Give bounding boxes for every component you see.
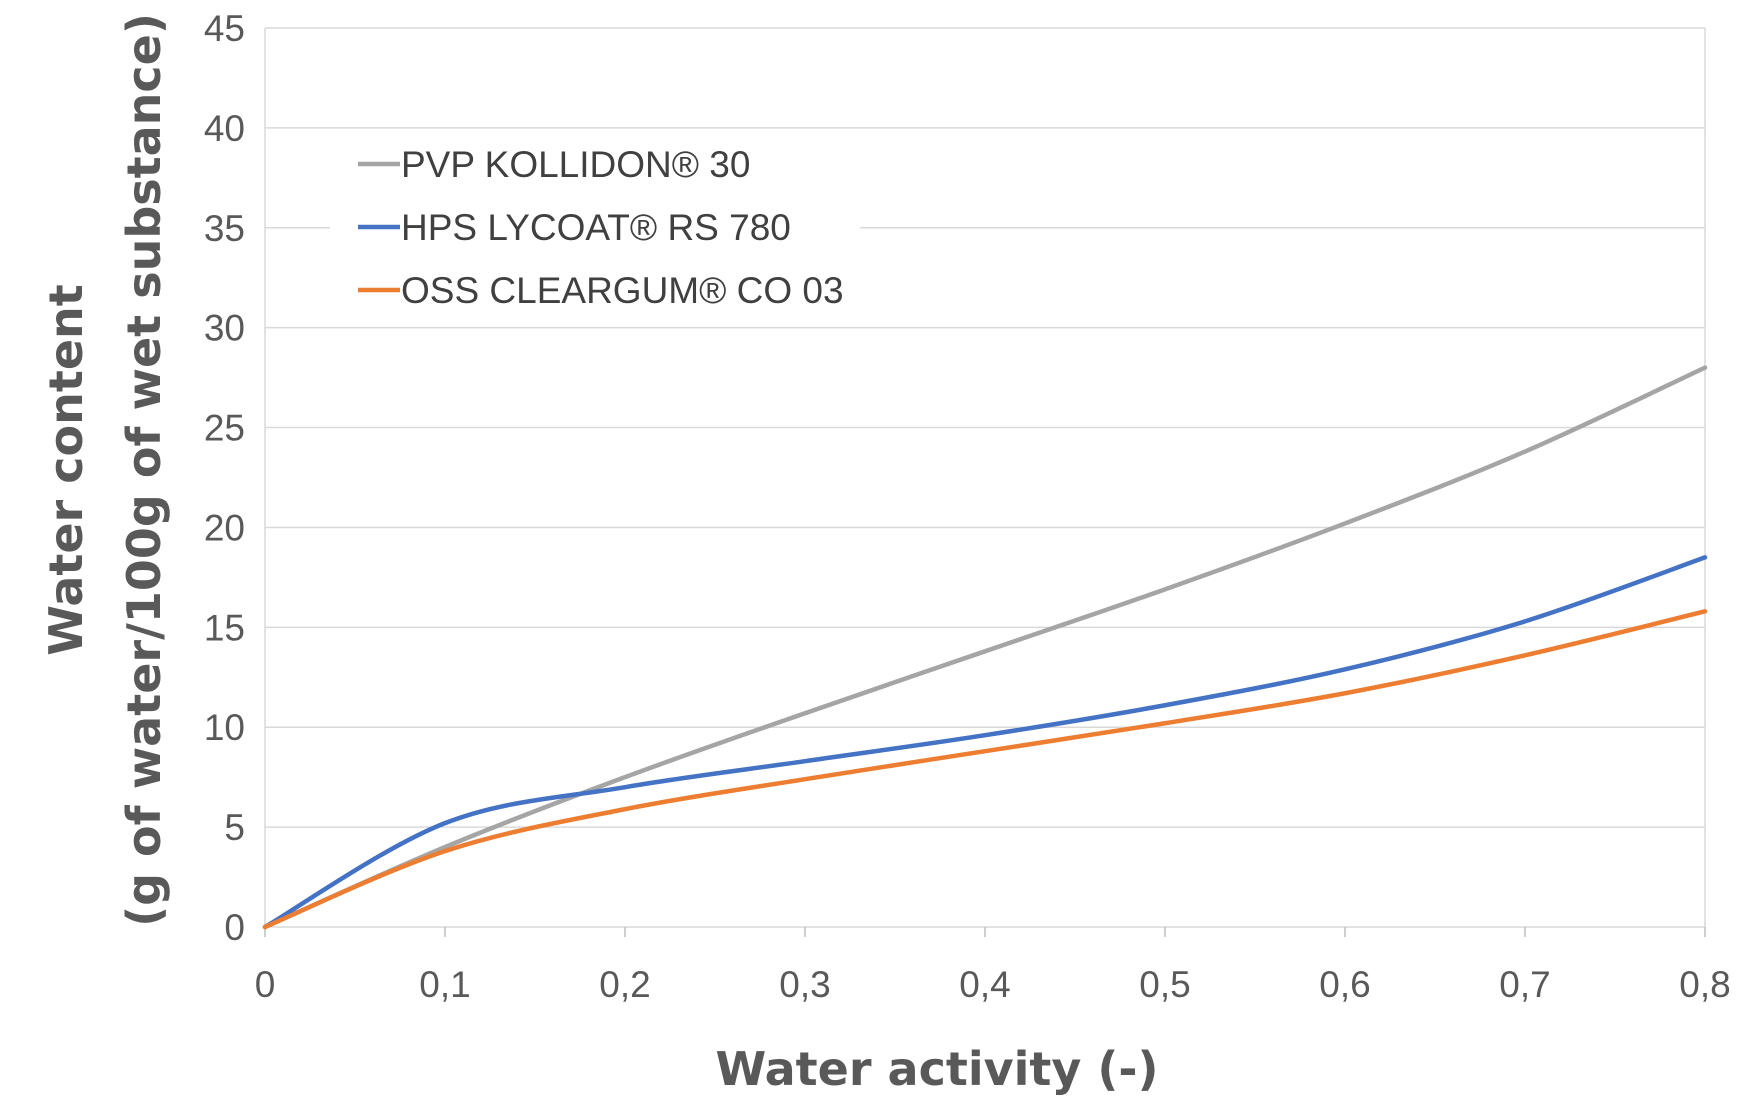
y-tick-label: 45 [204,8,245,49]
legend-label-oss: OSS CLEARGUM® CO 03 [401,270,844,311]
y-tick-label: 40 [204,108,245,149]
legend-label-hps: HPS LYCOAT® RS 780 [401,207,791,248]
grid-layer [264,27,1706,928]
legend-background [330,130,860,320]
series-line-pvp [262,365,1708,930]
y-tick-label: 0 [224,907,245,948]
y-tick-label: 20 [204,507,245,548]
y-axis-title-line2: (g of water/100g of wet substance) [117,13,171,927]
series-layer [262,365,1708,930]
x-tick-label: 0,7 [1499,964,1550,1005]
y-tick-label: 30 [204,308,245,349]
x-tick-label: 0,1 [419,964,470,1005]
y-tick-label: 10 [204,707,245,748]
x-tick-label: 0,8 [1679,964,1730,1005]
x-axis-ticks: 0 0,1 0,2 0,3 0,4 0,5 0,6 0,7 0,8 [255,927,1731,1005]
series-line-oss [262,609,1708,930]
y-tick-label: 15 [204,607,245,648]
x-tick-label: 0,6 [1319,964,1370,1005]
x-tick-label: 0 [255,964,276,1005]
y-axis-ticks: 0 5 10 15 20 25 30 35 40 45 [204,8,245,948]
y-tick-label: 25 [204,408,245,449]
series-line-hps [262,555,1708,930]
x-axis-title: Water activity (-) [716,1042,1159,1096]
legend: PVP KOLLIDON® 30 HPS LYCOAT® RS 780 OSS … [330,130,860,320]
x-tick-label: 0,5 [1139,964,1190,1005]
x-tick-label: 0,4 [959,964,1010,1005]
y-tick-label: 35 [204,208,245,249]
legend-label-pvp: PVP KOLLIDON® 30 [401,144,750,185]
y-tick-label: 5 [224,807,245,848]
x-tick-label: 0,2 [599,964,650,1005]
y-axis-title-line1: Water content [39,284,93,656]
x-tick-label: 0,3 [779,964,830,1005]
